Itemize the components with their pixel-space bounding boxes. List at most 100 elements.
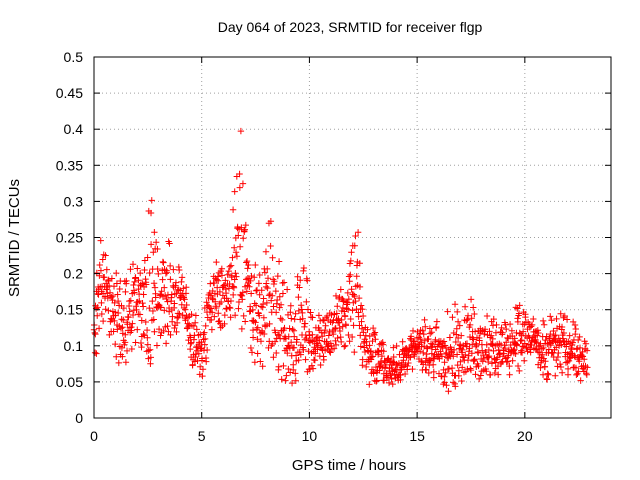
data-point [146,269,153,277]
data-point [489,335,496,343]
data-point [277,301,285,308]
data-point [539,351,546,358]
data-point [215,277,222,285]
data-point [323,338,331,345]
data-point [181,296,188,303]
data-point [483,312,491,320]
data-point [219,292,227,299]
data-point [260,314,268,321]
data-point [350,322,357,329]
data-point [462,351,469,359]
data-point [348,286,355,293]
data-point [146,304,153,312]
data-point [150,249,157,256]
data-point [238,224,245,231]
data-point [178,278,185,286]
data-point [389,380,396,388]
data-point [301,336,309,343]
data-point [399,338,406,345]
data-point [355,313,362,320]
data-point [302,331,309,339]
data-point [279,290,287,297]
data-point [103,266,111,273]
data-point [295,356,302,364]
data-point [560,337,567,345]
data-point [173,290,180,297]
data-point [201,335,209,343]
data-point [236,243,244,251]
data-point [491,369,499,377]
data-point [390,359,397,367]
data-point [295,293,302,301]
data-point [337,286,345,293]
data-point [114,309,122,317]
data-point [483,368,490,375]
data-point [144,341,152,348]
data-point [309,338,316,345]
data-point [113,280,121,287]
data-point [584,364,591,371]
data-point [142,281,150,288]
data-point [381,357,388,364]
data-point [359,312,367,320]
data-point [356,260,363,267]
data-point [530,315,537,323]
data-point [257,358,264,365]
data-point [333,310,340,317]
data-point [211,313,218,320]
data-point [463,340,471,347]
data-point [456,322,463,329]
data-point [119,353,126,360]
data-point [579,353,587,360]
data-point [220,282,228,289]
data-point [528,321,536,329]
data-point [208,309,216,316]
data-point [330,345,338,352]
data-point [91,329,98,337]
data-point [247,277,254,285]
data-point [468,314,475,322]
data-point [367,348,374,356]
data-point [321,329,328,337]
data-point [346,260,354,267]
data-point [229,291,237,299]
data-point [183,301,190,309]
data-point [262,248,270,255]
data-point [351,292,358,300]
data-point [274,331,282,338]
y-tick-label: 0.1 [64,338,84,354]
data-point [195,350,203,357]
data-point [388,364,395,372]
data-point [199,372,206,380]
data-point [268,292,276,300]
data-point [339,304,347,312]
data-point [155,325,163,333]
data-point [538,345,545,353]
data-point [545,346,553,353]
data-point [126,308,133,315]
data-point [282,377,289,384]
data-point [276,304,283,311]
data-point [267,297,275,304]
data-point [203,346,211,354]
data-point [442,369,449,377]
data-point [154,265,161,273]
x-tick-label: 10 [302,428,318,444]
data-point [571,321,579,329]
data-point [275,331,283,339]
data-point [149,307,157,315]
data-point [418,357,426,365]
data-point [249,306,256,314]
data-point [521,340,528,347]
data-point [233,253,241,260]
data-point [190,322,198,330]
data-point [520,357,528,364]
data-point [553,356,560,364]
data-point [126,297,133,305]
data-point [251,358,259,366]
data-point [464,365,471,373]
data-point [534,327,542,334]
data-point [438,353,446,360]
data-point [401,370,409,378]
data-point [289,326,296,333]
